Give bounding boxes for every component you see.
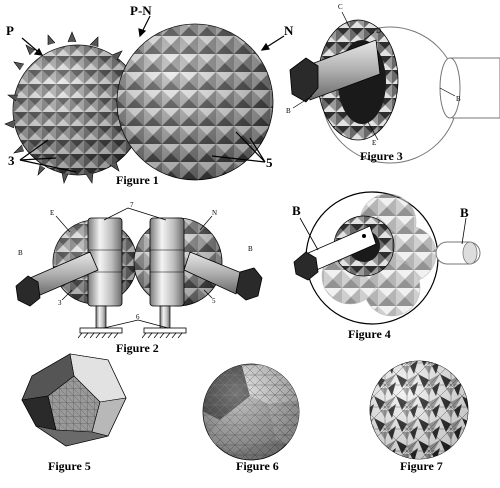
figure-4-leaders	[299, 217, 467, 251]
label-3-fig2: 3	[58, 299, 62, 307]
figure-1-arrows	[19, 15, 285, 173]
label-p-n: P-N	[130, 3, 152, 18]
shaft-b1-cylinder	[450, 57, 500, 119]
bar-b2	[15, 251, 99, 307]
label-b3-fig4-left: B	[292, 203, 301, 218]
caption-figure-1: Figure 1	[116, 173, 159, 187]
label-6: 6	[136, 313, 140, 321]
label-7: 7	[130, 201, 134, 209]
caption-figure-3: Figure 3	[360, 149, 403, 163]
rod-b3-fig4	[293, 225, 377, 281]
label-c: C	[338, 3, 343, 11]
bar-b1	[183, 251, 263, 301]
label-b3-fig4-right: B	[460, 205, 469, 220]
caption-figure-2: Figure 2	[116, 341, 159, 355]
label-b3-fig3: B	[286, 107, 291, 115]
detached-shaft-b3	[435, 241, 481, 265]
rod-b3	[289, 39, 381, 103]
figure-2	[15, 207, 263, 339]
label-p: P	[6, 23, 14, 38]
supports-6	[77, 305, 187, 339]
label-b1-fig3: B	[456, 95, 461, 103]
label-5-fig2: 5	[212, 297, 216, 305]
label-e-fig3: E	[372, 139, 377, 147]
figure-3	[289, 11, 500, 164]
figure-1	[4, 15, 285, 184]
figure-5-dodecahedron	[21, 353, 127, 447]
sphere-n	[116, 23, 274, 181]
housing-right	[149, 217, 185, 307]
label-d: D	[376, 27, 382, 35]
caption-figure-7: Figure 7	[400, 459, 443, 473]
figure-4	[293, 191, 481, 325]
label-e-fig2: E	[50, 209, 55, 217]
figure-6-sphere	[202, 363, 300, 461]
figure-3-leaders	[292, 11, 456, 141]
label-n: N	[284, 23, 294, 38]
label-b2: B	[18, 249, 23, 257]
caption-figure-4: Figure 4	[348, 327, 391, 341]
label-n-fig2: N	[212, 209, 218, 217]
label-3: 3	[8, 153, 15, 168]
label-b1-fig2: B	[248, 245, 253, 253]
caption-figure-5: Figure 5	[48, 459, 91, 473]
label-5: 5	[266, 155, 273, 170]
figure-2-leaders	[55, 207, 213, 329]
figure-7-sphere	[369, 360, 469, 460]
caption-figure-6: Figure 6	[236, 459, 279, 473]
